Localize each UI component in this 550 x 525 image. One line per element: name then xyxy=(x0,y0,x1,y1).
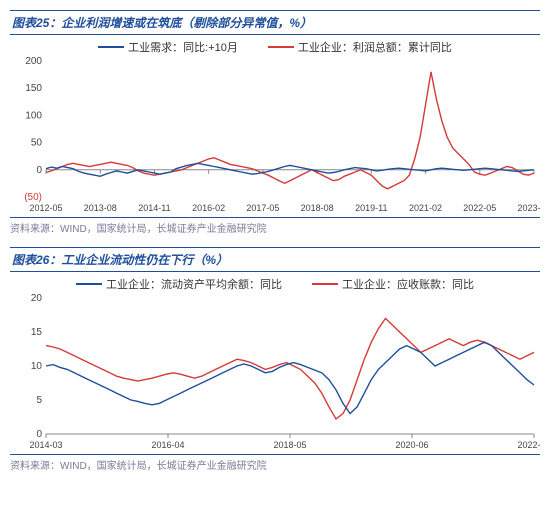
svg-text:2022-07: 2022-07 xyxy=(517,440,540,450)
svg-text:2023-08: 2023-08 xyxy=(517,203,540,213)
chart-legend: 工业需求：同比:+10月 工业企业：利润总额：累计同比 xyxy=(10,35,540,57)
svg-text:2020-06: 2020-06 xyxy=(395,440,428,450)
legend-label: 工业企业：应收账款：同比 xyxy=(342,276,474,292)
source-row: 资料来源：WIND，国家统计局，长城证券产业金融研究院 xyxy=(10,454,540,472)
chart-number: 图表26： xyxy=(12,253,61,267)
source-label: 资料来源： xyxy=(10,224,60,235)
chart-legend: 工业企业：流动资产平均余额：同比 工业企业：应收账款：同比 xyxy=(10,272,540,294)
plot-area: 0 5 10 15 20 2014-03 2016-04 2018-05 2020-06 2022… xyxy=(10,294,540,454)
legend-label: 工业需求：同比:+10月 xyxy=(128,39,238,55)
svg-text:2022-05: 2022-05 xyxy=(463,203,496,213)
legend-item: 工业企业：流动资产平均余额：同比 xyxy=(76,276,282,292)
legend-item: 工业企业：利润总额：累计同比 xyxy=(268,39,452,55)
svg-text:2018-08: 2018-08 xyxy=(301,203,334,213)
svg-text:2019-11: 2019-11 xyxy=(355,203,387,213)
svg-text:0: 0 xyxy=(36,429,42,440)
svg-text:2017-05: 2017-05 xyxy=(246,203,279,213)
svg-text:5: 5 xyxy=(36,395,42,406)
svg-text:(50): (50) xyxy=(24,192,42,203)
legend-swatch-red xyxy=(268,46,294,48)
svg-text:10: 10 xyxy=(31,361,43,372)
legend-label: 工业企业：利润总额：累计同比 xyxy=(298,39,452,55)
source-row: 资料来源：WIND，国家统计局，长城证券产业金融研究院 xyxy=(10,217,540,235)
chart-title: 工业企业流动性仍在下行（%） xyxy=(61,253,228,267)
svg-text:0: 0 xyxy=(36,165,42,176)
chart-number: 图表25： xyxy=(12,16,61,30)
svg-text:2014-03: 2014-03 xyxy=(29,440,62,450)
chart-svg: 0 5 10 15 20 2014-03 2016-04 2018-05 2020-06 2022… xyxy=(10,294,540,454)
svg-text:100: 100 xyxy=(25,110,42,121)
chart-title: 企业利润增速或在筑底（剔除部分异常值，%） xyxy=(61,16,312,30)
chart-title-row: 图表26：工业企业流动性仍在下行（%） xyxy=(10,247,540,272)
source-text: WIND，国家统计局，长城证券产业金融研究院 xyxy=(60,461,267,472)
svg-text:2016-04: 2016-04 xyxy=(151,440,184,450)
chart-svg: (50) 0 50 100 150 200 2012-05 2013-08 2014-11 201… xyxy=(10,57,540,217)
svg-text:2016-02: 2016-02 xyxy=(192,203,225,213)
legend-swatch-blue xyxy=(76,283,102,285)
svg-text:2021-02: 2021-02 xyxy=(409,203,442,213)
svg-text:20: 20 xyxy=(31,294,43,304)
chart-title-row: 图表25：企业利润增速或在筑底（剔除部分异常值，%） xyxy=(10,10,540,35)
svg-text:50: 50 xyxy=(31,138,43,149)
svg-text:2014-11: 2014-11 xyxy=(138,203,170,213)
legend-swatch-blue xyxy=(98,46,124,48)
plot-area: (50) 0 50 100 150 200 2012-05 2013-08 2014-11 201… xyxy=(10,57,540,217)
svg-text:15: 15 xyxy=(31,327,43,338)
source-label: 资料来源： xyxy=(10,461,60,472)
svg-text:2018-05: 2018-05 xyxy=(273,440,306,450)
svg-text:2012-05: 2012-05 xyxy=(29,203,62,213)
chart-25: 图表25：企业利润增速或在筑底（剔除部分异常值，%） 工业需求：同比:+10月 … xyxy=(10,10,540,235)
legend-label: 工业企业：流动资产平均余额：同比 xyxy=(106,276,282,292)
svg-text:200: 200 xyxy=(25,57,42,67)
svg-text:150: 150 xyxy=(25,83,42,94)
legend-item: 工业企业：应收账款：同比 xyxy=(312,276,474,292)
legend-swatch-red xyxy=(312,283,338,285)
chart-26: 图表26：工业企业流动性仍在下行（%） 工业企业：流动资产平均余额：同比 工业企… xyxy=(10,247,540,472)
legend-item: 工业需求：同比:+10月 xyxy=(98,39,238,55)
svg-text:2013-08: 2013-08 xyxy=(84,203,117,213)
source-text: WIND，国家统计局，长城证券产业金融研究院 xyxy=(60,224,267,235)
